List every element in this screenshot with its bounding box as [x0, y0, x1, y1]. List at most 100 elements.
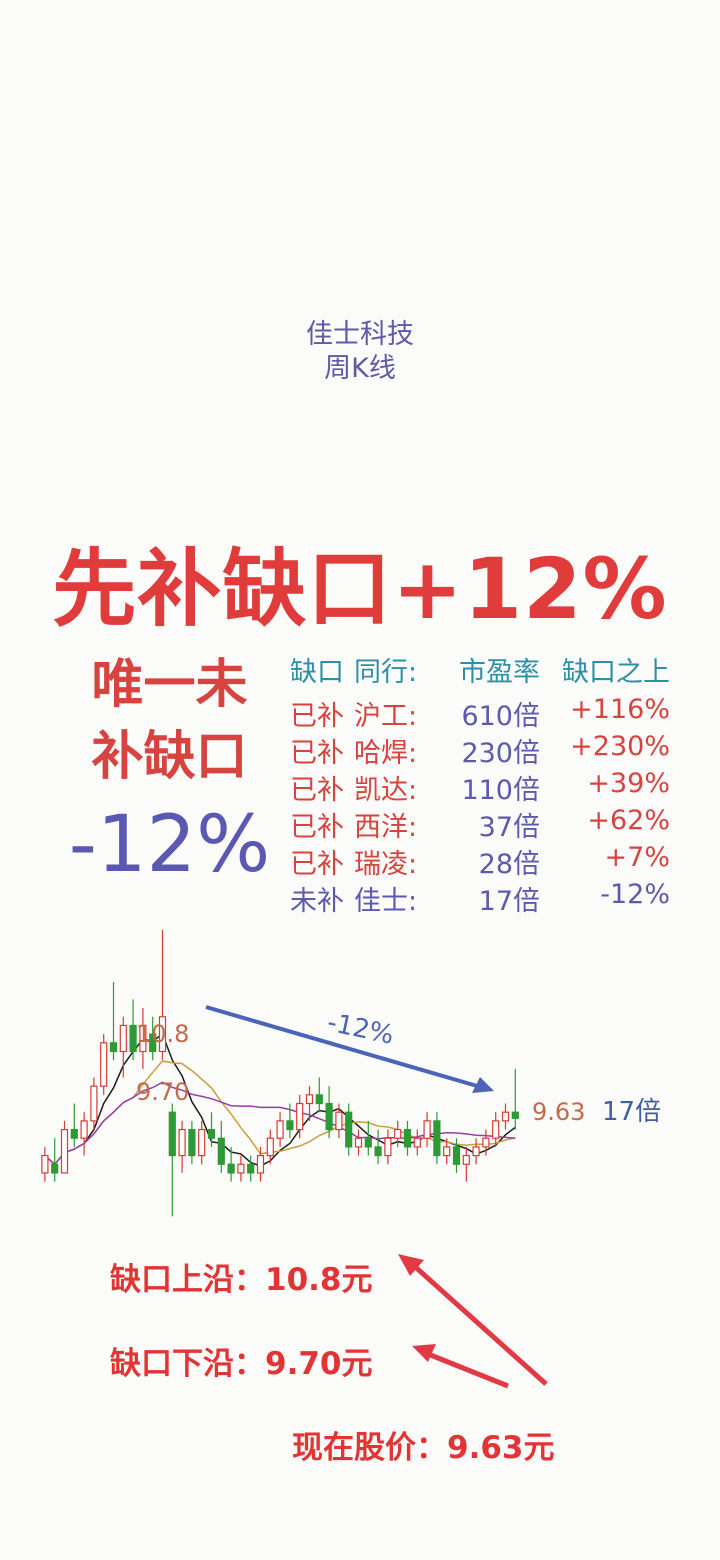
candle-body — [384, 1137, 392, 1157]
candle-body — [423, 1120, 431, 1139]
header-gap: 缺口 — [290, 657, 344, 688]
candle-body — [237, 1163, 245, 1174]
table-header-row: 缺口 同行: 市盈率 缺口之上 — [290, 650, 710, 688]
table-row: 未补 佳士: 17倍 -12% — [290, 879, 710, 917]
table-row: 已补 西洋: 37倍 +62% — [290, 805, 710, 843]
candle-body — [492, 1120, 500, 1139]
candle-body — [462, 1154, 470, 1165]
candle-body — [80, 1120, 88, 1139]
row-status: 已补 — [290, 849, 344, 880]
candle-body — [501, 1111, 510, 1122]
note-current-price: 现在股价：9.63元 — [292, 1430, 555, 1466]
row-pe: 230倍 — [461, 738, 540, 769]
candle-body — [217, 1137, 225, 1165]
row-status: 已补 — [290, 775, 344, 806]
candle-body — [472, 1146, 480, 1157]
candle-body — [51, 1163, 59, 1174]
arrow-to-upper-head — [398, 1254, 424, 1276]
note-arrows — [398, 1254, 548, 1389]
note-gap-lower: 缺口下沿：9.70元 — [110, 1346, 373, 1382]
header-above-gap: 缺口之上 — [562, 657, 670, 688]
candle-body — [276, 1120, 284, 1139]
candle-body — [443, 1146, 451, 1157]
header-pe: 市盈率 — [459, 657, 540, 688]
row-above: +230% — [570, 731, 670, 762]
candle-body — [354, 1137, 363, 1148]
candle-body — [325, 1102, 333, 1131]
candle-body — [70, 1128, 78, 1139]
chart-kind-label: 周K线 — [324, 353, 396, 384]
candle-body — [256, 1154, 265, 1174]
candle-body — [207, 1128, 216, 1139]
candle-body — [149, 1033, 157, 1053]
header-peer: 同行: — [354, 657, 418, 688]
candle-body — [198, 1128, 206, 1157]
side-line-1: 唯一未 — [91, 655, 248, 715]
row-name: 凯达: — [354, 775, 418, 806]
row-pe: 110倍 — [461, 775, 540, 806]
candle-body — [41, 1154, 49, 1174]
note-gap-upper: 缺口上沿：10.8元 — [110, 1262, 373, 1298]
candle-body — [364, 1137, 372, 1148]
candle-body — [119, 1024, 127, 1053]
candle-body — [305, 1094, 314, 1105]
table-row: 已补 沪工: 610倍 +116% — [290, 694, 710, 732]
gap-lower-label: 9.70 — [136, 1078, 189, 1106]
candle-body — [403, 1128, 412, 1148]
row-status: 未补 — [290, 886, 344, 917]
candle-body — [335, 1111, 343, 1131]
candle-body — [413, 1137, 421, 1148]
candle-body — [60, 1128, 69, 1174]
row-name: 沪工: — [354, 701, 418, 732]
candle-body — [315, 1094, 323, 1105]
row-pe: 610倍 — [461, 701, 540, 732]
row-name: 瑞凌: — [354, 849, 418, 880]
row-name: 佳士: — [354, 886, 418, 917]
candle-body — [188, 1128, 196, 1157]
candle-body — [168, 1111, 176, 1157]
current-price-label: 9.63 — [532, 1098, 585, 1126]
candle-body — [394, 1128, 402, 1139]
candle-body — [511, 1111, 519, 1119]
gap-upper-label: 10.8 — [136, 1020, 189, 1048]
row-pe: 17倍 — [478, 886, 540, 917]
candles — [41, 930, 519, 1217]
candle-body — [90, 1085, 98, 1122]
side-percent: -12% — [68, 800, 271, 890]
candle-body — [433, 1120, 441, 1157]
stock-name: 佳士科技 — [306, 319, 414, 350]
row-above: -12% — [600, 879, 670, 910]
candle-body — [452, 1146, 461, 1165]
row-pe: 37倍 — [478, 812, 540, 843]
candle-body — [345, 1111, 353, 1148]
row-name: 西洋: — [354, 812, 418, 843]
table-row: 已补 瑞凌: 28倍 +7% — [290, 842, 710, 880]
current-pe-label: 17倍 — [602, 1097, 661, 1127]
candle-body — [266, 1137, 274, 1157]
row-above: +7% — [604, 842, 670, 873]
trend-arrow-line — [205, 1005, 485, 1090]
candle-body — [482, 1137, 490, 1148]
candle-body — [178, 1128, 186, 1157]
row-pe: 28倍 — [478, 849, 540, 880]
row-status: 已补 — [290, 701, 344, 732]
table-row: 已补 凯达: 110倍 +39% — [290, 768, 710, 806]
candle-body — [100, 1042, 108, 1087]
candle-body — [227, 1163, 235, 1174]
arrow-to-lower-line — [427, 1351, 509, 1389]
trend-arrowhead — [472, 1077, 494, 1093]
row-above: +39% — [587, 768, 670, 799]
candlestick-chart: -12% 10.8 9.70 9.63 17倍 — [41, 930, 661, 1217]
peer-table: 缺口 同行: 市盈率 缺口之上 已补 沪工: 610倍 +116% 已补 哈焊:… — [290, 650, 710, 920]
candle-body — [129, 1024, 137, 1053]
row-name: 哈焊: — [354, 738, 418, 769]
candle-body — [109, 1042, 118, 1053]
row-above: +62% — [587, 805, 670, 836]
side-line-2: 补缺口 — [91, 727, 248, 787]
candle-body — [286, 1120, 294, 1131]
arrow-to-lower-head — [412, 1344, 436, 1362]
row-above: +116% — [570, 694, 670, 725]
row-status: 已补 — [290, 738, 344, 769]
candle-body — [374, 1146, 382, 1157]
table-row: 已补 哈焊: 230倍 +230% — [290, 731, 710, 769]
